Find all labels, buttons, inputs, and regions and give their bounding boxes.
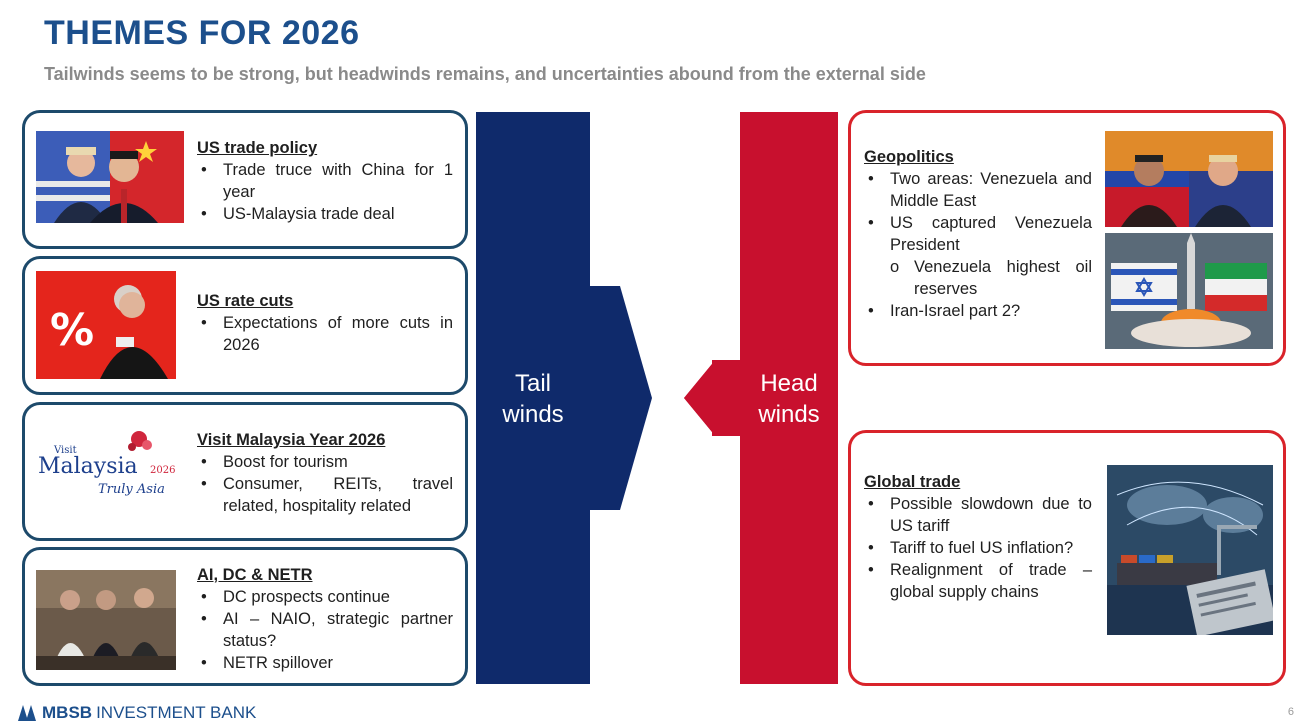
logo-year-text: 2026: [150, 465, 175, 476]
bullet-item: Possible slowdown due to US tariff: [864, 493, 1092, 537]
page-number: 6: [1287, 706, 1294, 718]
bullet-item: Realignment of trade – global supply cha…: [864, 559, 1092, 603]
ai-meeting-image: [36, 570, 176, 670]
card-heading: Geopolitics: [864, 148, 954, 166]
mbsb-logo: MBSB INVESTMENT BANK: [18, 703, 256, 723]
bullet-item: US captured Venezuela President: [864, 212, 1092, 256]
logo-visit-text: Visit: [53, 445, 77, 456]
percent-glyph: %: [50, 305, 94, 356]
iran-israel-image: [1105, 233, 1273, 349]
tailwinds-arrow-icon: [476, 112, 652, 684]
card-visit-malaysia: Visit Malaysia 2026 Truly Asia Visit Mal…: [22, 402, 468, 541]
card-heading: US trade policy: [197, 139, 318, 157]
logo-malaysia-text: Malaysia: [38, 454, 138, 479]
bullet-item: AI – NAIO, strategic partner status?: [197, 608, 453, 652]
card-us-trade-policy: US trade policy Trade truce with China f…: [22, 110, 468, 249]
bullet-item: NETR spillover: [197, 652, 453, 674]
trade-leaders-image: [36, 131, 184, 223]
bullet-item: DC prospects continue: [197, 586, 453, 608]
card-heading: Global trade: [864, 473, 961, 491]
global-trade-image: [1107, 465, 1273, 635]
logo-tagline-text: Truly Asia: [98, 482, 165, 497]
rate-cut-image: %: [36, 271, 176, 379]
tailwinds-label: Tail winds: [502, 370, 564, 428]
card-heading: US rate cuts: [197, 292, 294, 310]
page-subtitle: Tailwinds seems to be strong, but headwi…: [44, 64, 926, 84]
card-global-trade: Global trade Possible slowdown due to US…: [848, 430, 1286, 686]
bullet-item: Tariff to fuel US inflation?: [864, 537, 1092, 559]
venezuela-leaders-image: [1105, 131, 1273, 227]
bullet-item: Expectations of more cuts in 2026: [197, 312, 453, 356]
bullet-item: Two areas: Venezuela and Middle East: [864, 168, 1092, 212]
headwinds-label: Head winds: [758, 370, 820, 428]
sub-bullet-item: Venezuela highest oil reserves: [864, 256, 1092, 300]
mbsb-logo-icon: [18, 705, 36, 721]
headwinds-arrow-icon: [684, 112, 838, 684]
bullet-item: Iran-Israel part 2?: [864, 300, 1092, 322]
visit-malaysia-logo: Visit Malaysia 2026 Truly Asia: [36, 427, 184, 507]
card-heading: AI, DC & NETR: [197, 566, 313, 584]
page-title: THEMES FOR 2026: [44, 14, 360, 52]
bullet-item: Trade truce with China for 1 year: [197, 159, 453, 203]
card-geopolitics: Geopolitics Two areas: Venezuela and Mid…: [848, 110, 1286, 366]
bullet-item: Consumer, REITs, travel related, hospita…: [197, 473, 453, 517]
card-us-rate-cuts: % US rate cuts Expectations of more cuts…: [22, 256, 468, 395]
card-heading: Visit Malaysia Year 2026: [197, 431, 386, 449]
bullet-item: Boost for tourism: [197, 451, 453, 473]
card-ai-dc-netr: AI, DC & NETR DC prospects continue AI –…: [22, 547, 468, 686]
bullet-item: US-Malaysia trade deal: [197, 203, 453, 225]
